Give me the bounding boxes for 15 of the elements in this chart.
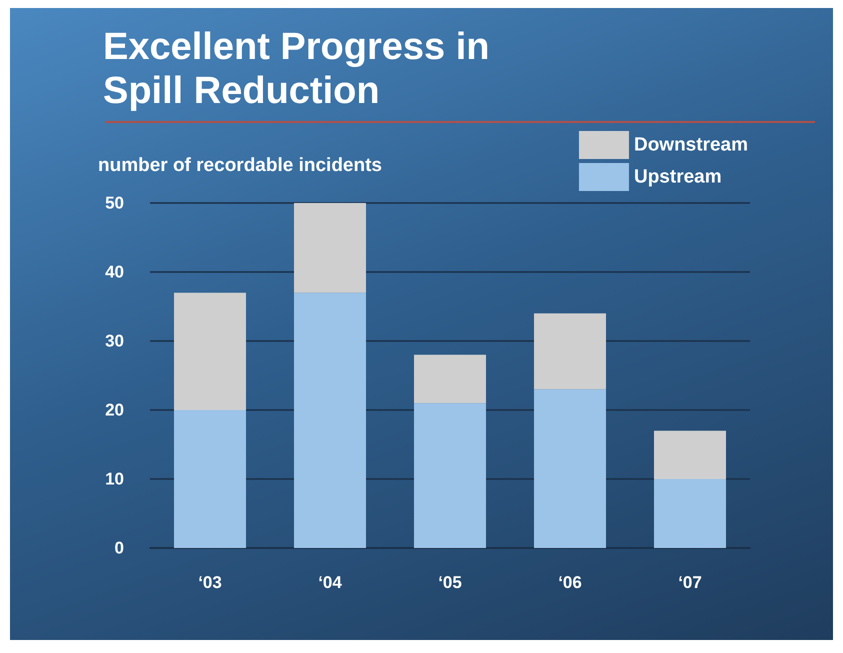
x-tick-label: ‘04 xyxy=(318,573,342,592)
y-tick-label: 40 xyxy=(105,262,124,282)
y-tick-label: 50 xyxy=(105,194,124,212)
y-axis-title: number of recordable incidents xyxy=(98,155,382,176)
legend-label: Downstream xyxy=(634,134,748,156)
x-tick-label: ‘06 xyxy=(558,573,582,592)
x-tick-label: ‘05 xyxy=(438,573,462,592)
legend-label: Upstream xyxy=(634,166,722,188)
x-tick-label: ‘03 xyxy=(198,573,222,592)
y-tick-label: 10 xyxy=(105,470,124,488)
x-tick-label: ‘07 xyxy=(678,573,702,592)
y-tick-label: 30 xyxy=(105,332,124,350)
chart-title: Excellent Progress in Spill Reduction xyxy=(103,26,500,112)
y-tick-label: 0 xyxy=(114,538,124,558)
y-tick-label: 20 xyxy=(105,400,124,420)
